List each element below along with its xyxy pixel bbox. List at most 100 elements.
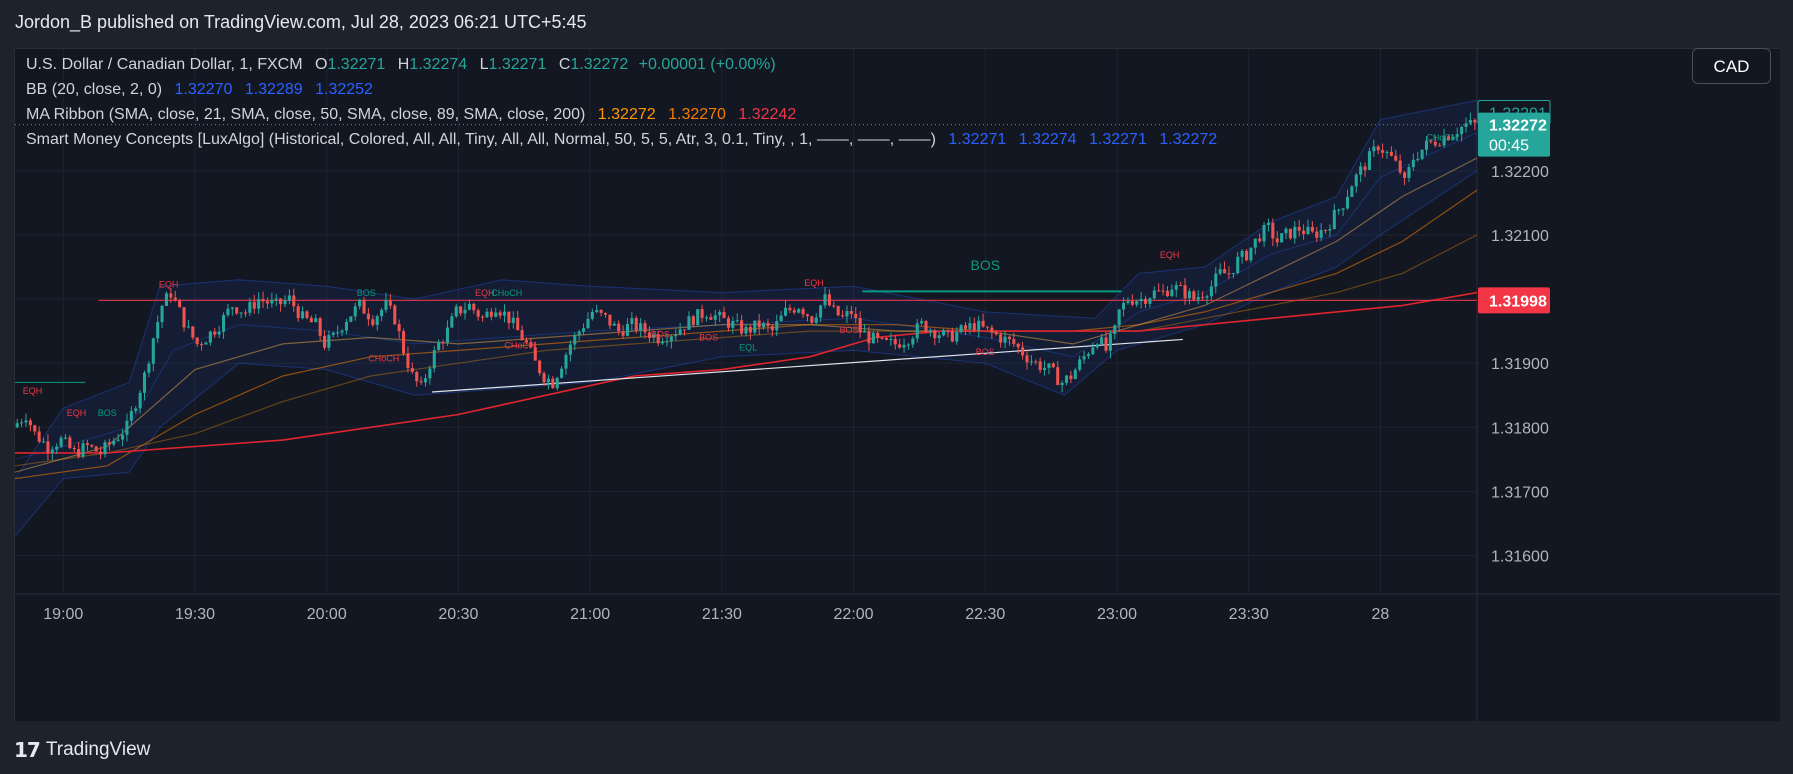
candle-body [538, 360, 542, 374]
candle-body [981, 320, 985, 327]
candle-body [37, 431, 41, 442]
candle-body [441, 342, 445, 344]
candle-body [1209, 286, 1213, 297]
candle-body [1196, 296, 1200, 300]
ma50-line [15, 189, 1478, 480]
candle-body [1108, 333, 1112, 351]
chart-legend: U.S. Dollar / Canadian Dollar, 1, FXCM O… [26, 52, 1217, 152]
candle-body [902, 344, 906, 348]
smc-label: BOS [699, 333, 718, 343]
candle-body [20, 422, 24, 424]
ma-value-2: 1.32270 [668, 106, 726, 123]
candle-body [551, 378, 555, 389]
candle-body [204, 342, 208, 345]
legend-bb-row[interactable]: BB (20, close, 2, 0) 1.32270 1.32289 1.3… [26, 77, 1217, 102]
candle-body [419, 381, 423, 383]
candle-body [125, 420, 129, 435]
candle-body [327, 334, 331, 348]
candle-body [586, 318, 590, 329]
candle-body [928, 330, 932, 333]
candle-body [762, 323, 766, 328]
candle-body [1056, 367, 1060, 385]
candle-body [1086, 354, 1090, 357]
smc-label: EQH [23, 386, 43, 396]
candle-body [112, 440, 116, 445]
candle-body [783, 307, 788, 316]
candle-body [950, 330, 954, 342]
symbol-name[interactable]: U.S. Dollar / Canadian Dollar, 1, FXCM [26, 56, 303, 73]
candle-body [520, 330, 524, 341]
candle-body [612, 323, 616, 326]
close-label: C [558, 56, 571, 73]
candle-body [1174, 285, 1178, 290]
brand-logo[interactable]: 17 TradingView [14, 738, 150, 762]
candle-body [691, 316, 695, 326]
bb-value-upper: 1.32289 [244, 81, 303, 98]
candle-body [1266, 222, 1270, 225]
currency-button[interactable]: CAD [1692, 48, 1771, 84]
candle-body [309, 317, 313, 323]
candle-body [1122, 302, 1126, 310]
candle-body [920, 320, 924, 324]
candle-body [55, 446, 59, 450]
candle-body [252, 301, 256, 309]
candle-body [366, 313, 370, 320]
candle-body [560, 368, 564, 378]
candle-body [173, 297, 177, 301]
candle-body [103, 442, 107, 455]
candle-body [871, 332, 875, 344]
smc-label: EQH [159, 280, 179, 290]
candle-body [942, 330, 946, 336]
smc-label: EQH [67, 408, 87, 418]
legend-smc-row[interactable]: Smart Money Concepts [LuxAlgo] (Historic… [26, 127, 1217, 152]
candle-body [230, 307, 234, 309]
candle-body [533, 347, 537, 361]
candle-body [129, 410, 133, 421]
legend-ma-row[interactable]: MA Ribbon (SMA, close, 21, SMA, close, 5… [26, 102, 1217, 127]
candle-body [937, 335, 941, 339]
legend-symbol-row[interactable]: U.S. Dollar / Canadian Dollar, 1, FXCM O… [26, 52, 1217, 77]
candle-body [757, 320, 761, 328]
candle-body [107, 442, 111, 445]
candle-body [85, 443, 89, 446]
candle-body [393, 305, 397, 325]
candle-body [437, 342, 441, 351]
candle-body [845, 311, 849, 317]
smc-name[interactable]: Smart Money Concepts [LuxAlgo] (Historic… [26, 131, 936, 148]
candle-body [1021, 347, 1025, 356]
candle-body [1148, 298, 1152, 304]
candle-body [1218, 269, 1222, 274]
candle-body [546, 378, 550, 383]
candle-body [955, 332, 959, 342]
candle-body [726, 318, 730, 328]
candle-body [669, 336, 673, 342]
candle-body [564, 354, 568, 369]
candle-body [283, 300, 287, 305]
bb-name[interactable]: BB (20, close, 2, 0) [26, 81, 163, 98]
candle-body [1416, 158, 1420, 160]
candle-body [1100, 337, 1104, 345]
candle-body [722, 311, 726, 319]
x-tick-label: 19:30 [175, 606, 215, 623]
low-value: 1.32271 [488, 56, 547, 73]
candle-body [1429, 140, 1433, 142]
candle-body [731, 321, 735, 328]
candle-body [924, 320, 928, 333]
y-tick-label: 1.32100 [1491, 228, 1549, 245]
price-chart[interactable]: 1.316001.317001.318001.319001.320001.321… [15, 49, 1780, 721]
ma89-line [15, 234, 1478, 467]
chart-frame[interactable]: 1.316001.317001.318001.319001.320001.321… [14, 48, 1780, 721]
candle-body [1187, 291, 1191, 299]
candle-body [314, 318, 318, 323]
candle-body [423, 378, 428, 383]
candle-body [344, 321, 349, 331]
candle-body [336, 332, 340, 334]
candle-body [222, 314, 226, 332]
ma-ribbon-name[interactable]: MA Ribbon (SMA, close, 21, SMA, close, 5… [26, 106, 586, 123]
open-value: 1.32271 [327, 56, 386, 73]
candle-body [1060, 382, 1064, 385]
candle-body [94, 446, 98, 452]
candle-body [1249, 247, 1253, 261]
candle-body [1280, 233, 1284, 243]
candle-body [1464, 123, 1468, 128]
